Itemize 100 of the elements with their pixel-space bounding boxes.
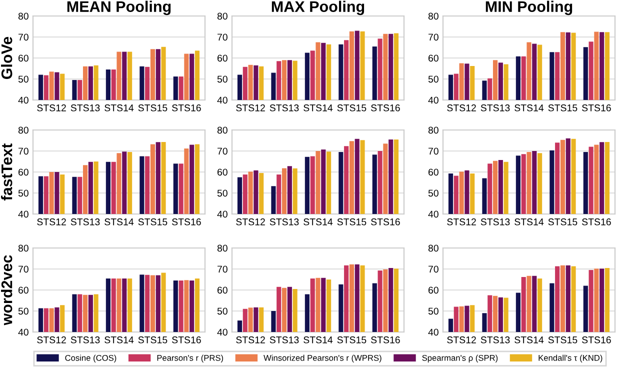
x-tick-label: STS12 [236, 104, 265, 112]
y-tick-label: 50 [428, 76, 438, 83]
y-tick-label: 70 [218, 148, 228, 155]
y-tick-label: 50 [217, 308, 228, 315]
chart-title: MAX Pooling [272, 0, 364, 16]
y-tick-label: 70 [218, 34, 228, 41]
y-axis-title: fastText [1, 143, 12, 200]
y-tick-label: 40 [18, 328, 28, 336]
y-tick-label: 60 [18, 54, 28, 62]
y-tick-label: 80 [428, 126, 438, 134]
y-tick-label: 50 [18, 76, 28, 83]
x-tick-label: STS16 [172, 218, 201, 226]
y-tick-label: 70 [428, 148, 438, 155]
x-tick-label: STS15 [548, 218, 578, 226]
x-tick-label: STS15 [138, 218, 168, 226]
y-tick-label: 80 [217, 126, 228, 134]
y-axis-title: GloVe [1, 36, 12, 80]
x-tick-label: STS13 [70, 336, 100, 344]
legend-label: Spearman's ρ (SPR) [422, 354, 498, 362]
x-tick-label: STS12 [37, 218, 66, 226]
y-tick-label: 50 [217, 190, 228, 197]
x-tick-label: STS14 [514, 104, 544, 112]
x-tick-label: STS13 [270, 218, 299, 226]
y-tick-label: 50 [18, 308, 28, 315]
y-tick-label: 40 [428, 210, 438, 218]
x-tick-label: STS15 [337, 336, 366, 344]
x-tick-label: STS13 [480, 218, 510, 226]
y-tick-label: 40 [18, 210, 28, 218]
y-tick-label: 80 [18, 126, 28, 134]
x-tick-label: STS16 [582, 218, 611, 226]
y-axis-title: word2vec [1, 255, 12, 326]
legend-label: Cosine (COS) [65, 354, 116, 362]
x-tick-label: STS15 [548, 104, 578, 112]
x-tick-label: STS15 [138, 336, 168, 344]
y-tick-label: 40 [217, 328, 228, 336]
y-tick-label: 60 [18, 286, 28, 294]
y-tick-label: 80 [18, 12, 28, 20]
x-tick-label: STS14 [514, 336, 544, 344]
x-tick-label: STS16 [172, 336, 201, 344]
y-tick-label: 70 [18, 34, 28, 41]
y-tick-label: 80 [217, 12, 228, 20]
x-tick-label: STS13 [270, 104, 299, 112]
y-tick-label: 60 [428, 286, 438, 294]
y-tick-label: 60 [428, 54, 438, 62]
x-tick-label: STS16 [582, 104, 611, 112]
x-tick-label: STS14 [104, 104, 134, 112]
y-tick-label: 80 [428, 244, 438, 252]
y-tick-label: 50 [18, 190, 28, 197]
x-tick-label: STS12 [37, 104, 66, 112]
y-tick-label: 50 [217, 76, 228, 83]
y-tick-label: 60 [218, 168, 228, 176]
x-tick-label: STS13 [270, 336, 299, 344]
x-tick-label: STS14 [104, 218, 134, 226]
x-tick-label: STS16 [371, 104, 400, 112]
chart-title: MEAN Pooling [67, 0, 171, 16]
x-tick-label: STS14 [104, 336, 134, 344]
y-tick-label: 40 [428, 96, 438, 104]
x-tick-label: STS12 [236, 336, 265, 344]
y-tick-label: 80 [428, 12, 438, 20]
x-tick-label: STS12 [447, 336, 476, 344]
y-tick-label: 80 [217, 244, 228, 252]
y-tick-label: 50 [428, 190, 438, 197]
x-tick-label: STS14 [304, 104, 333, 112]
y-tick-label: 50 [428, 308, 438, 315]
x-tick-label: STS13 [70, 218, 100, 226]
y-tick-label: 40 [217, 210, 228, 218]
legend-label: Kendall's τ (KND) [538, 354, 602, 362]
y-tick-label: 70 [218, 266, 228, 273]
y-tick-label: 70 [428, 34, 438, 41]
x-tick-label: STS16 [371, 336, 400, 344]
x-tick-label: STS14 [304, 218, 333, 226]
x-tick-label: STS12 [37, 336, 66, 344]
y-tick-label: 40 [18, 96, 28, 104]
x-tick-label: STS15 [337, 218, 366, 226]
chart-title: MIN Pooling [486, 0, 572, 16]
y-tick-label: 60 [428, 168, 438, 176]
x-tick-label: STS13 [70, 104, 100, 112]
y-tick-label: 60 [218, 54, 228, 62]
y-tick-label: 80 [18, 244, 28, 252]
y-tick-label: 70 [428, 266, 438, 273]
y-tick-label: 40 [217, 96, 228, 104]
x-tick-label: STS12 [447, 218, 476, 226]
x-tick-label: STS12 [447, 104, 476, 112]
x-tick-label: STS15 [138, 104, 168, 112]
y-tick-label: 40 [428, 328, 438, 336]
x-tick-label: STS16 [371, 218, 400, 226]
y-tick-label: 60 [18, 168, 28, 176]
x-tick-label: STS13 [480, 104, 510, 112]
x-tick-label: STS15 [548, 336, 578, 344]
y-tick-label: 60 [218, 286, 228, 294]
legend-label: Winsorized Pearson's r (WPRS) [264, 354, 382, 362]
x-tick-label: STS16 [172, 104, 201, 112]
x-tick-label: STS15 [337, 104, 366, 112]
y-tick-label: 70 [18, 148, 28, 155]
x-tick-label: STS12 [236, 218, 265, 226]
y-tick-label: 70 [18, 266, 28, 273]
x-tick-label: STS14 [304, 336, 333, 344]
legend-label: Pearson's r (PRS) [157, 354, 224, 362]
x-tick-label: STS16 [582, 336, 611, 344]
x-tick-label: STS13 [480, 336, 510, 344]
